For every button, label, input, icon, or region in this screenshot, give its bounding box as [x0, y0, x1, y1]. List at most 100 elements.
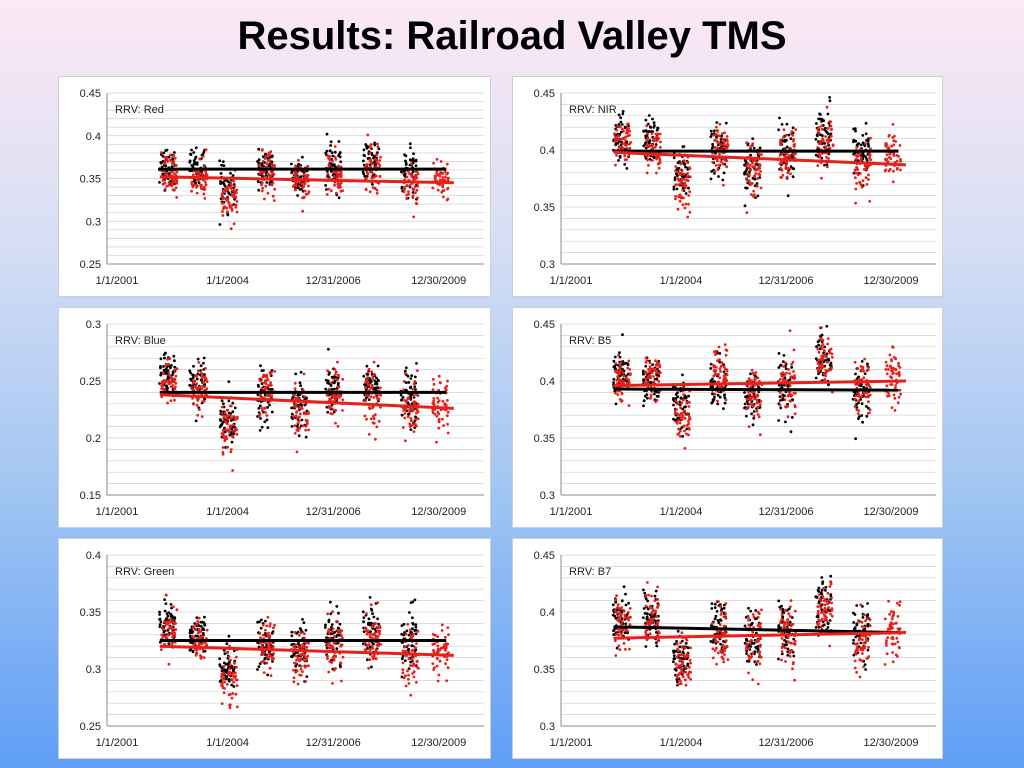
point-red: [792, 377, 796, 381]
point-black: [260, 618, 263, 622]
point-black: [367, 617, 371, 621]
point-black: [195, 616, 199, 620]
point-red: [229, 227, 233, 231]
point-red: [819, 142, 822, 146]
point-red: [856, 412, 860, 415]
point-red: [891, 346, 895, 349]
point-black: [720, 134, 724, 138]
point-red: [220, 684, 224, 687]
point-red: [298, 645, 301, 649]
point-black: [825, 163, 829, 167]
point-red: [680, 161, 684, 165]
point-black: [779, 363, 783, 367]
point-red: [338, 661, 342, 665]
point-black: [163, 598, 166, 601]
point-black: [743, 204, 747, 208]
point-red: [264, 387, 268, 391]
point-red: [174, 164, 178, 167]
point-red: [232, 680, 236, 684]
point-black: [624, 603, 628, 607]
point-red: [891, 123, 895, 126]
point-black: [190, 164, 194, 167]
point-red: [297, 419, 301, 423]
point-red: [263, 381, 267, 384]
point-black: [716, 393, 720, 397]
point-red: [784, 405, 788, 409]
point-red: [375, 396, 379, 399]
point-red: [615, 128, 618, 132]
point-red: [830, 356, 834, 359]
point-red: [617, 134, 620, 137]
point-red: [335, 620, 338, 623]
point-red: [623, 616, 627, 620]
point-black: [200, 170, 203, 173]
point-red: [222, 436, 225, 439]
point-red: [267, 652, 271, 656]
point-red: [628, 146, 632, 150]
point-black: [681, 145, 685, 149]
point-black: [627, 601, 630, 605]
point-red: [414, 202, 418, 205]
point-black: [861, 420, 864, 424]
point-red: [895, 154, 899, 157]
point-black: [191, 650, 195, 654]
point-red: [820, 326, 823, 329]
point-red: [303, 395, 307, 398]
point-black: [192, 151, 196, 154]
point-red: [823, 349, 826, 353]
point-black: [413, 629, 417, 632]
point-red: [191, 626, 195, 630]
point-black: [415, 362, 418, 365]
point-red: [826, 342, 830, 346]
point-red: [431, 388, 435, 391]
point-red: [443, 643, 446, 646]
point-black: [218, 223, 222, 226]
point-black: [304, 628, 308, 632]
point-black: [681, 407, 684, 411]
point-red: [886, 160, 890, 163]
point-black: [673, 176, 677, 180]
point-black: [266, 426, 270, 429]
point-red: [338, 631, 342, 634]
point-red: [723, 158, 727, 162]
point-black: [221, 160, 225, 163]
point-black: [401, 396, 405, 399]
point-red: [401, 671, 405, 675]
point-red: [853, 360, 857, 364]
point-black: [171, 616, 175, 620]
point-red: [336, 629, 340, 633]
point-red: [411, 672, 414, 675]
point-red: [172, 159, 175, 163]
point-red: [613, 369, 617, 373]
point-red: [408, 628, 412, 632]
point-black: [366, 647, 369, 650]
point-black: [400, 632, 404, 636]
point-red: [887, 134, 891, 138]
point-red: [269, 381, 272, 385]
point-red: [443, 170, 447, 173]
point-red: [891, 372, 894, 375]
point-red: [299, 653, 303, 656]
point-red: [203, 188, 207, 191]
point-red: [403, 416, 407, 420]
point-black: [865, 405, 868, 408]
point-red: [896, 401, 900, 405]
point-black: [260, 425, 264, 429]
point-red: [825, 355, 828, 358]
point-red: [819, 357, 823, 361]
point-black: [219, 180, 222, 183]
point-red: [233, 418, 237, 422]
point-red: [432, 161, 435, 165]
point-red: [613, 138, 617, 142]
point-black: [158, 613, 161, 616]
point-red: [679, 182, 683, 185]
point-red: [331, 160, 334, 163]
point-red: [196, 620, 200, 623]
point-black: [290, 412, 294, 416]
point-red: [656, 132, 660, 136]
point-red: [326, 154, 330, 158]
point-black: [413, 375, 417, 379]
point-black: [407, 667, 411, 670]
point-black: [743, 171, 747, 174]
point-black: [188, 648, 192, 652]
